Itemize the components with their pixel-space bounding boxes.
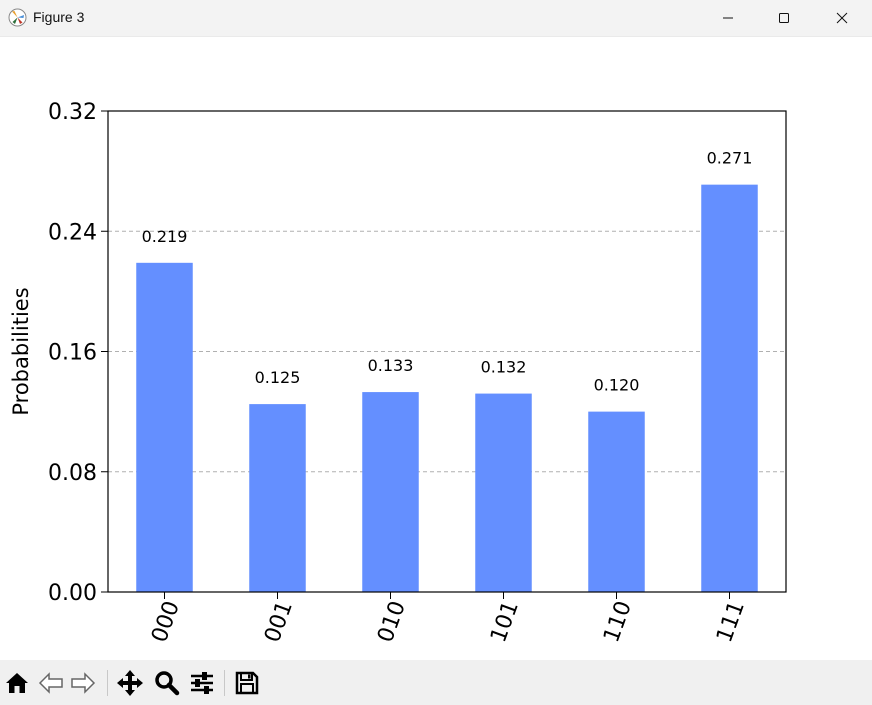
- y-tick-label: 0.16: [48, 341, 97, 366]
- toolbar-separator: [107, 670, 108, 696]
- window-title: Figure 3: [33, 9, 85, 25]
- forward-icon: [71, 672, 96, 694]
- navigation-toolbar: [0, 660, 872, 705]
- maximize-button[interactable]: [761, 0, 807, 36]
- x-tick-label: 000: [147, 598, 185, 646]
- bar-value-label: 0.132: [481, 358, 527, 377]
- zoom-button[interactable]: [152, 668, 182, 698]
- toolbar-separator: [224, 670, 225, 696]
- close-button[interactable]: [819, 0, 865, 36]
- bar-010: [362, 392, 419, 592]
- bar-000: [136, 262, 193, 592]
- bar-value-label: 0.271: [707, 149, 753, 168]
- x-tick-label: 001: [260, 598, 298, 646]
- app-icon: [8, 8, 27, 27]
- y-tick-label: 0.32: [48, 100, 97, 125]
- bar-value-label: 0.120: [594, 376, 640, 395]
- bar-101: [475, 393, 532, 592]
- forward-button[interactable]: [68, 668, 98, 698]
- bar-value-label: 0.125: [255, 368, 301, 387]
- save-button[interactable]: [232, 668, 262, 698]
- pan-button[interactable]: [115, 668, 145, 698]
- configure-subplots-button[interactable]: [187, 668, 217, 698]
- back-icon: [38, 672, 63, 694]
- minimize-icon: [723, 17, 733, 19]
- bar-value-label: 0.133: [368, 356, 414, 375]
- x-tick-label: 010: [373, 598, 411, 646]
- bar-111: [701, 184, 758, 592]
- configure-subplots-icon: [191, 672, 213, 694]
- bar-110: [588, 411, 645, 592]
- x-tick-label: 101: [486, 598, 524, 646]
- x-tick-label: 110: [599, 598, 637, 646]
- y-tick-label: 0.00: [48, 581, 97, 606]
- maximize-icon: [779, 13, 789, 23]
- bar-value-label: 0.219: [142, 227, 188, 246]
- back-button[interactable]: [36, 668, 66, 698]
- minimize-button[interactable]: [705, 0, 751, 36]
- save-icon: [235, 671, 259, 695]
- bar-chart: 0.219 0.125 0.133 0.132 0.120 0.271 0.00 0.08 0…: [9, 100, 787, 646]
- y-tick-label: 0.08: [48, 461, 97, 486]
- home-button[interactable]: [2, 668, 32, 698]
- figure-canvas[interactable]: 0.219 0.125 0.133 0.132 0.120 0.271 0.00 0.08 0…: [0, 36, 872, 660]
- home-icon: [6, 673, 28, 693]
- title-bar: Figure 3: [0, 0, 872, 37]
- close-icon: [836, 12, 848, 24]
- y-axis-label: Probabilities: [9, 287, 33, 415]
- bar-001: [249, 404, 306, 592]
- x-tick-label: 111: [712, 598, 750, 646]
- y-tick-label: 0.24: [48, 220, 97, 245]
- pan-icon: [117, 670, 143, 696]
- zoom-icon: [155, 671, 180, 696]
